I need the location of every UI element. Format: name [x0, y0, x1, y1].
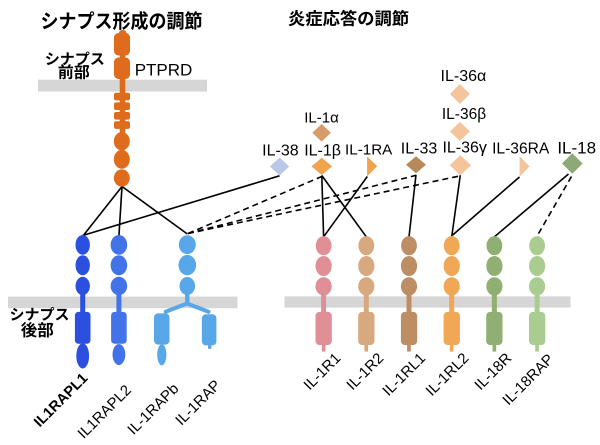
svg-text:IL-36α: IL-36α — [441, 68, 487, 85]
svg-text:IL-38: IL-38 — [262, 142, 299, 159]
svg-text:PTPRD: PTPRD — [135, 61, 193, 80]
svg-text:IL-36RA: IL-36RA — [492, 141, 550, 158]
svg-text:IL-1β: IL-1β — [304, 143, 341, 160]
svg-text:IL-1RA: IL-1RA — [345, 141, 393, 158]
svg-text:IL-36γ: IL-36γ — [442, 140, 486, 157]
svg-text:IL-18: IL-18 — [557, 138, 596, 157]
svg-text:IL-33: IL-33 — [401, 141, 438, 158]
svg-text:IL-36β: IL-36β — [442, 106, 486, 123]
svg-text:IL-1α: IL-1α — [304, 109, 339, 126]
